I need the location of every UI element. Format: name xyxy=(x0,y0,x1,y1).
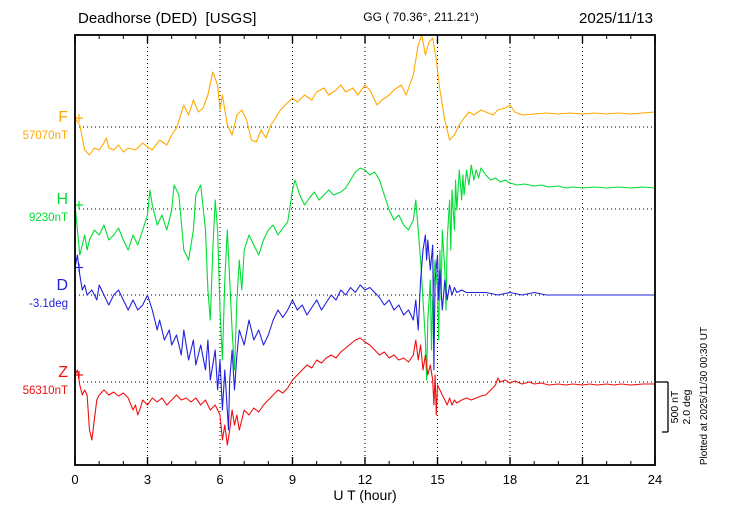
scale-bracket xyxy=(655,381,669,433)
series-baseline-D: -3.1deg xyxy=(29,298,68,310)
x-tick-label: 0 xyxy=(71,472,78,487)
trace-F xyxy=(74,34,656,156)
x-tick-label: 24 xyxy=(648,472,662,487)
trace-layer xyxy=(74,34,656,446)
x-tick-label: 21 xyxy=(575,472,589,487)
plotted-at-note: Plotted at 2025/11/30 00:30 UT xyxy=(699,327,710,465)
station-title: Deadhorse (DED) [USGS] xyxy=(78,10,256,27)
trace-H xyxy=(74,164,656,381)
x-tick-label: 18 xyxy=(503,472,517,487)
series-baseline-F: 57070nT xyxy=(23,130,68,142)
geographic-coords: GG ( 70.36°, 211.21°) xyxy=(363,10,478,24)
trace-Z xyxy=(74,337,655,446)
x-tick-label: 6 xyxy=(216,472,223,487)
series-label-D: D xyxy=(56,277,68,294)
x-tick-label: 12 xyxy=(358,472,372,487)
series-label-H: H xyxy=(56,191,68,208)
scale-bar-label-deg: 2.0 deg xyxy=(681,389,693,424)
x-tick-label: 9 xyxy=(289,472,296,487)
x-axis-label: U T (hour) xyxy=(333,487,396,503)
plot-date: 2025/11/13 xyxy=(579,10,653,27)
series-baseline-Z: 56310nT xyxy=(23,385,68,397)
trace-D xyxy=(74,234,655,431)
plot-frame xyxy=(74,34,656,466)
series-label-Z: Z xyxy=(58,364,68,381)
scale-bar-label-nT: 500 nT xyxy=(669,390,681,423)
x-tick-label: 3 xyxy=(144,472,151,487)
axis-tick-labels: 0 3 6 9 12 15 18 21 24 xyxy=(71,472,662,487)
grid-dotted-lines xyxy=(75,35,655,465)
x-tick-label: 15 xyxy=(430,472,444,487)
series-label-F: F xyxy=(58,109,68,126)
series-baseline-H: 9230nT xyxy=(29,212,68,224)
